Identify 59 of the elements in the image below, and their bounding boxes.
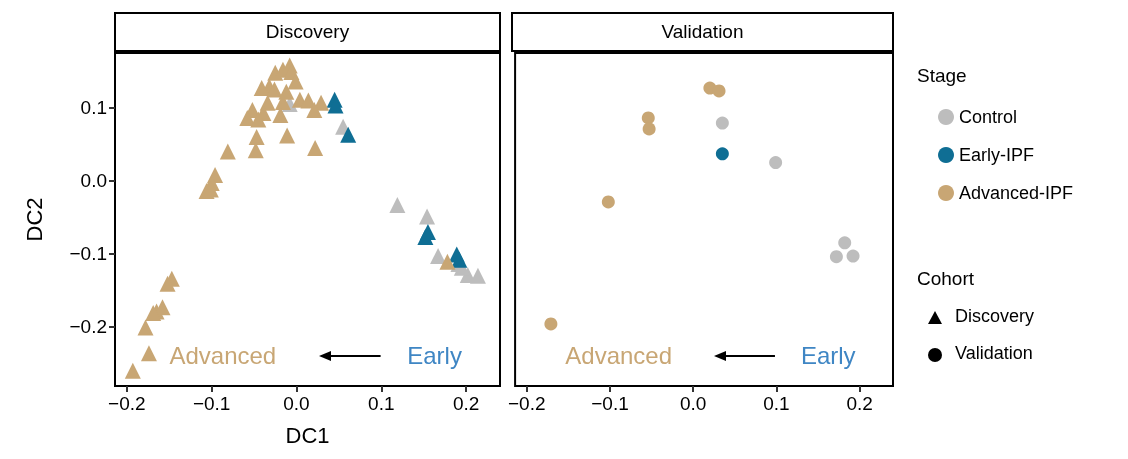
point [306,101,323,118]
legend-label: Advanced-IPF [959,183,1074,203]
text: Discovery [955,306,1035,327]
annotation: Early [407,342,462,371]
x-tick-label: −0.2 [508,393,546,414]
chart-title: Validation [511,12,894,52]
point [137,319,154,336]
x-axis-title: DC1 [285,422,330,448]
point [389,196,406,213]
point [769,156,783,170]
x-tick-label: 0.0 [283,393,310,414]
point [248,128,265,145]
y-tick-label: −0.1 [69,243,107,265]
point [829,250,843,264]
point [544,317,558,331]
x-tick-label: 0.0 [680,393,707,414]
point [715,116,729,130]
point [419,208,436,225]
point [439,253,456,270]
point [469,267,486,284]
point [307,139,324,156]
y-tick-label: 0.0 [80,170,107,192]
annotation: Advanced [565,342,673,371]
point [712,84,726,98]
text: Cohort [917,268,975,290]
point [279,127,296,144]
chart-title: Discovery [114,12,501,52]
point [642,122,656,136]
point [140,345,157,362]
point [641,111,655,125]
point [287,73,304,90]
point [253,80,270,97]
point [250,111,267,128]
y-axis-title: DC2 [21,197,47,242]
legend-label: Early-IPF [959,145,1035,165]
point [159,275,176,292]
point [219,143,236,160]
x-tick-label: −0.2 [108,393,146,414]
x-tick-label: 0.1 [368,393,395,414]
text: Validation [955,343,1033,364]
point [846,249,860,263]
x-tick-label: −0.1 [192,393,231,414]
annotation: Early [800,342,856,371]
legend-label: Control [959,107,1018,127]
annotation: Advanced [169,342,277,371]
point [340,126,357,143]
point [266,81,283,98]
legend-title: Stage [917,65,967,86]
point [124,362,141,379]
point [419,223,436,240]
point [838,236,852,250]
x-tick-label: 0.1 [763,393,790,414]
x-tick-label: −0.1 [591,393,629,414]
y-tick-label: 0.1 [80,97,107,119]
x-tick-label: 0.2 [452,393,480,414]
point [715,147,729,161]
point [601,195,615,209]
y-tick-label: −0.2 [69,316,107,338]
x-tick-label: 0.2 [846,393,873,414]
